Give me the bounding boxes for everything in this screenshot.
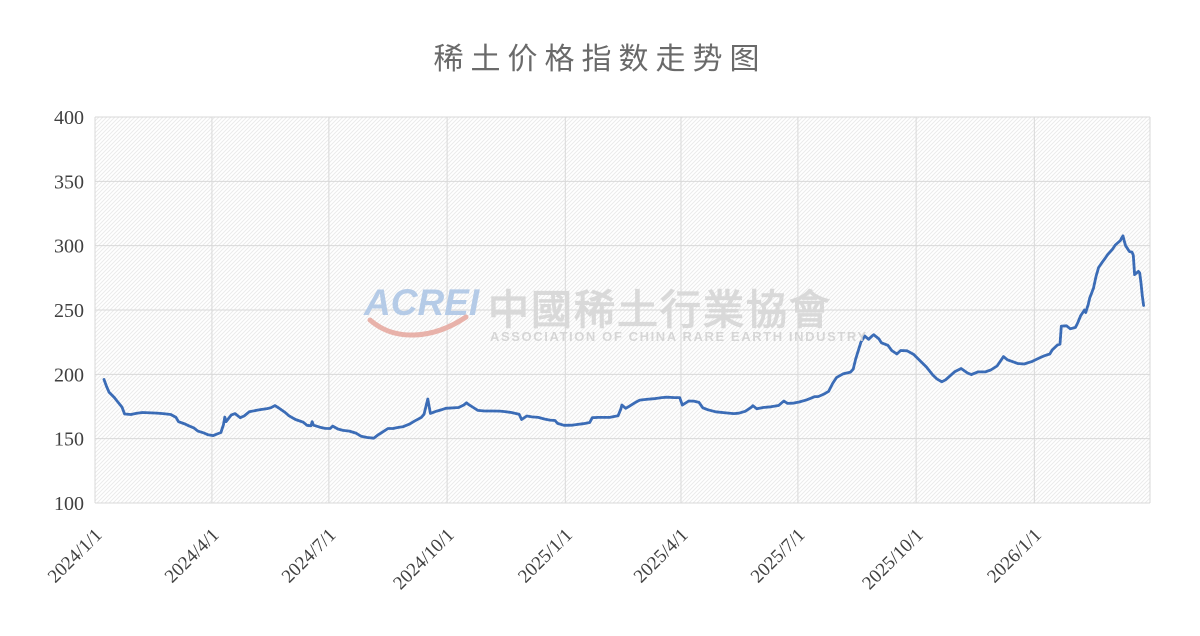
y-axis-labels: 100 150 200 250 300 350 400: [54, 107, 84, 515]
x-tick-label: 2024/4/1: [161, 525, 224, 588]
y-tick-label: 100: [54, 493, 84, 515]
x-tick-label: 2024/1/1: [44, 525, 107, 588]
x-tick-label: 2026/1/1: [983, 525, 1046, 588]
x-axis-labels: 2024/1/1 2024/4/1 2024/7/1 2024/10/1 2025/1/…: [44, 525, 1046, 594]
y-tick-label: 250: [54, 300, 84, 322]
chart-title: 稀土价格指数走势图: [433, 43, 767, 76]
y-tick-label: 150: [54, 429, 84, 451]
x-tick-label: 2024/7/1: [278, 525, 341, 588]
x-tick-label: 2025/10/1: [858, 525, 927, 594]
y-tick-label: 350: [54, 171, 84, 193]
x-tick-label: 2025/7/1: [747, 525, 810, 588]
x-tick-label: 2025/1/1: [514, 525, 577, 588]
x-tick-label: 2024/10/1: [389, 525, 458, 594]
x-tick-label: 2025/4/1: [630, 525, 693, 588]
gridlines: [94, 116, 1151, 504]
y-tick-label: 300: [54, 236, 84, 258]
y-tick-label: 200: [54, 364, 84, 386]
y-tick-label: 400: [54, 107, 84, 129]
price-index-line: [102, 234, 1145, 440]
